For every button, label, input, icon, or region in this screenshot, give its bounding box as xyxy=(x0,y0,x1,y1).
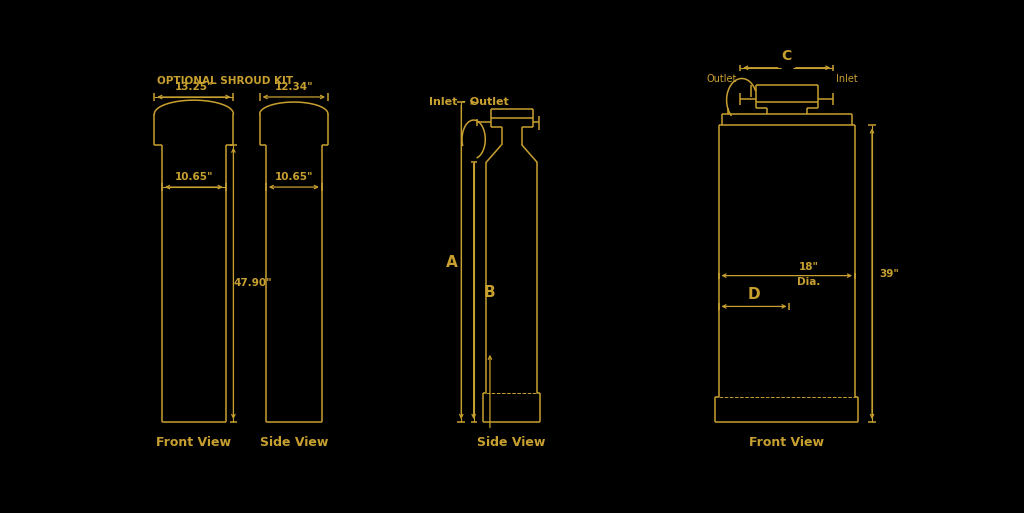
Text: Side View: Side View xyxy=(260,436,328,449)
Text: 47.90": 47.90" xyxy=(233,279,272,288)
Text: Side View: Side View xyxy=(477,436,546,449)
Text: 10.65": 10.65" xyxy=(274,172,313,182)
Text: 39": 39" xyxy=(880,269,899,279)
Text: OPTIONAL SHROUD KIT: OPTIONAL SHROUD KIT xyxy=(158,76,294,86)
Text: 13.25": 13.25" xyxy=(175,82,213,92)
Text: 18": 18" xyxy=(799,262,818,272)
Text: 12.34": 12.34" xyxy=(274,82,313,92)
Text: Dia.: Dia. xyxy=(797,277,820,287)
Text: B: B xyxy=(483,285,495,300)
Text: Inlet: Inlet xyxy=(837,73,858,84)
Text: Front View: Front View xyxy=(750,436,824,449)
Text: A: A xyxy=(446,254,458,270)
Text: Inlet - Outlet: Inlet - Outlet xyxy=(429,97,509,107)
Text: 10.65": 10.65" xyxy=(175,172,213,182)
Text: C: C xyxy=(781,49,792,63)
Text: Outlet: Outlet xyxy=(707,73,737,84)
Text: Front View: Front View xyxy=(157,436,231,449)
Text: D: D xyxy=(748,287,761,302)
